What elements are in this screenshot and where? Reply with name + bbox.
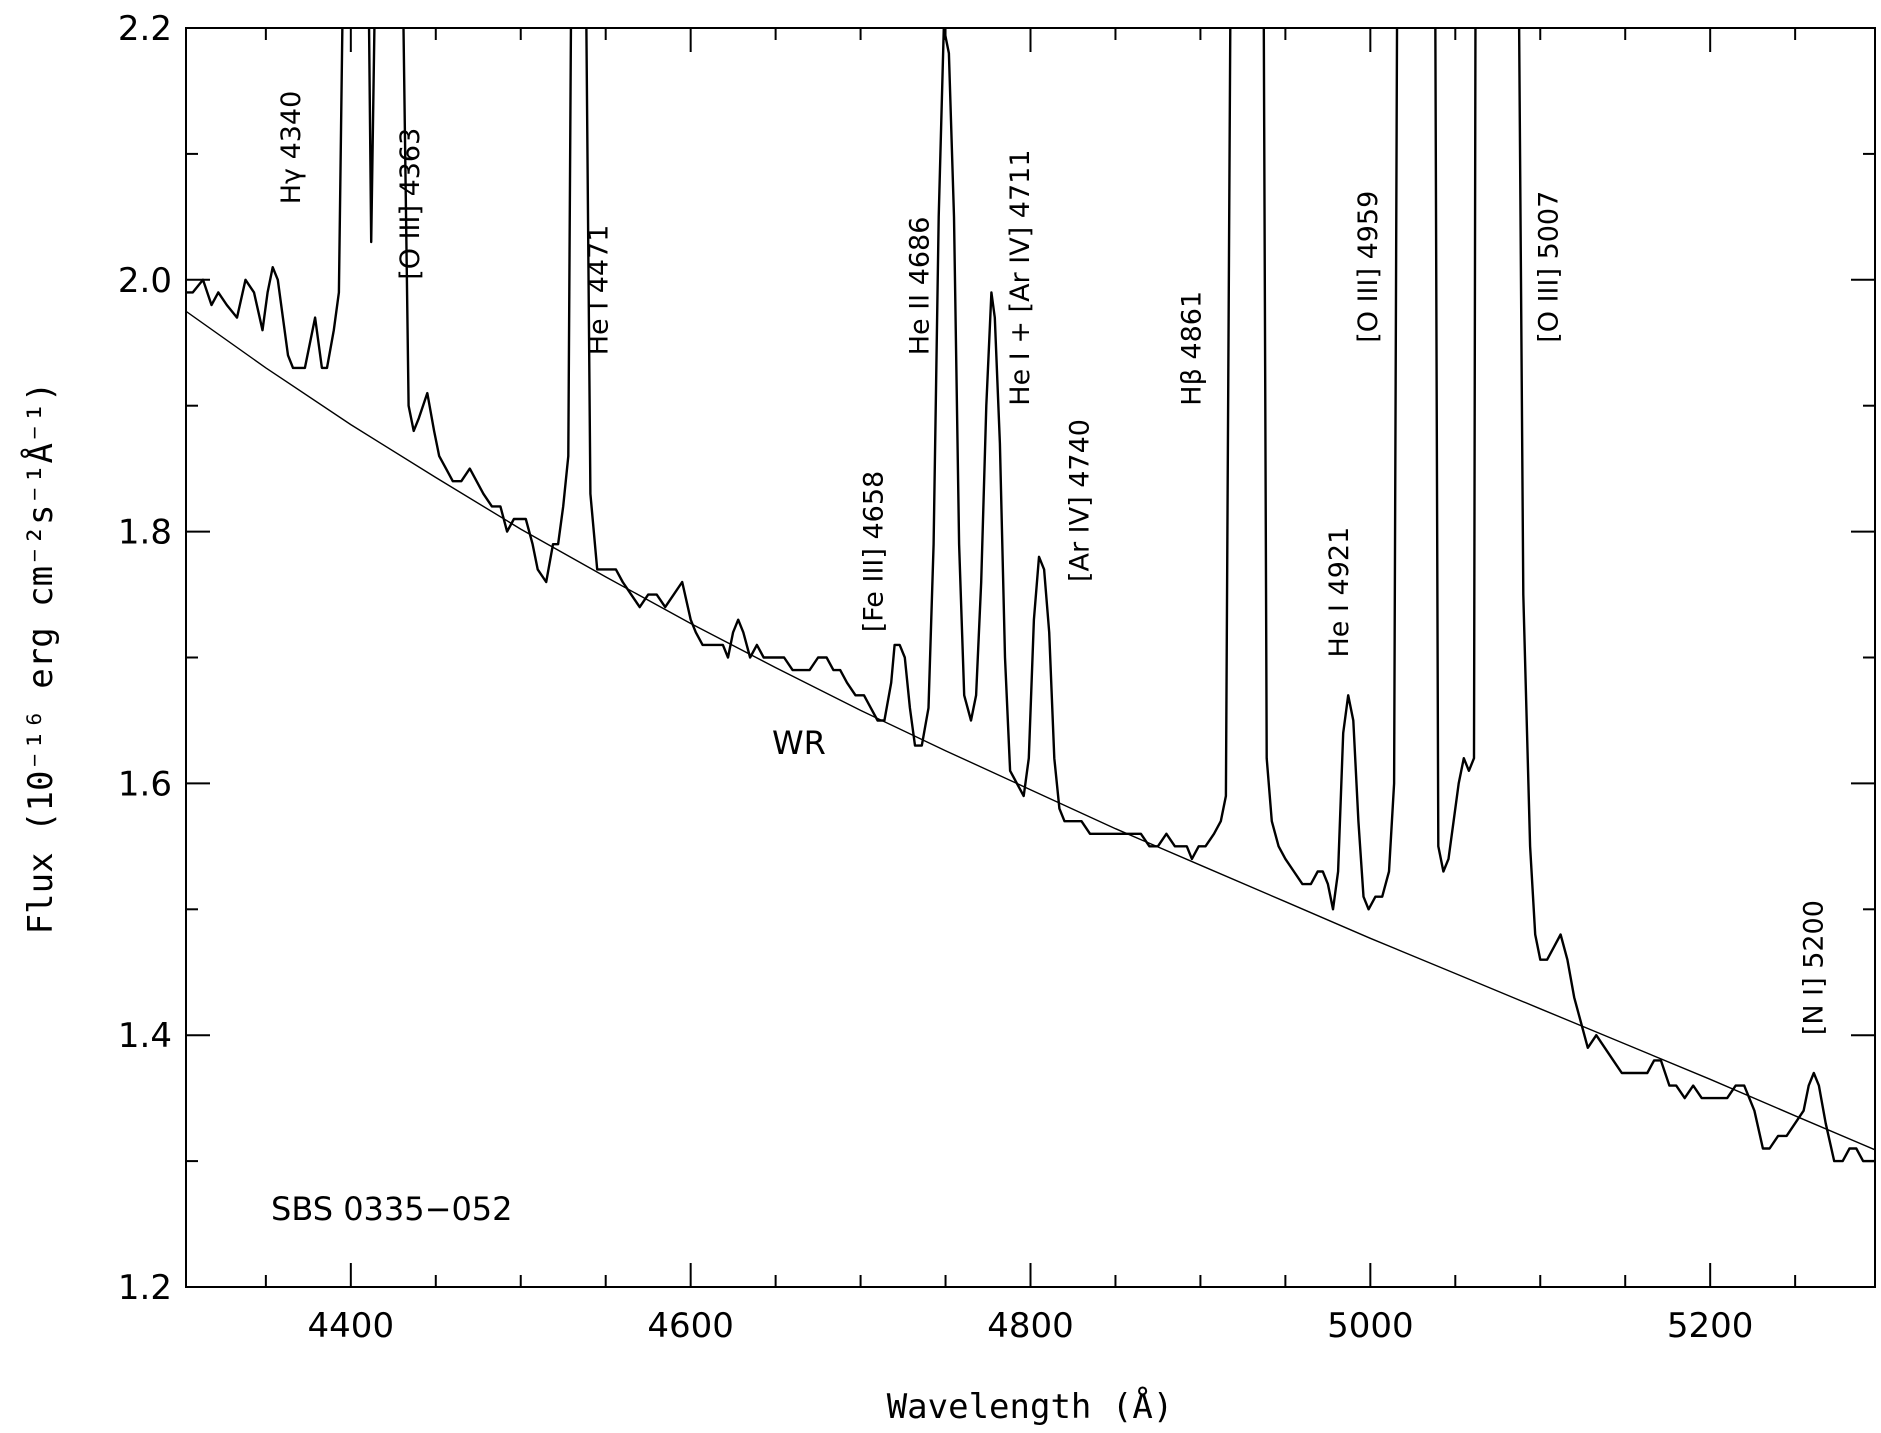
- wr-label: WR: [772, 724, 826, 762]
- x-tick-label: 4800: [987, 1306, 1074, 1346]
- emission-line-label: He II 4686: [905, 217, 936, 356]
- y-tick-label: 1.4: [118, 1016, 172, 1056]
- emission-line-label: He I 4471: [583, 225, 614, 356]
- y-tick-label: 2.2: [118, 9, 172, 49]
- emission-line-label: [Ar IV] 4740: [1064, 419, 1095, 582]
- plot-area: [186, 28, 1875, 1163]
- y-tick-label: 1.2: [118, 1268, 172, 1308]
- emission-line-label: Hβ 4861: [1176, 291, 1207, 406]
- emission-line-label: He I + [Ar IV] 4711: [1005, 149, 1036, 405]
- x-tick-label: 4600: [647, 1306, 734, 1346]
- emission-line-label: [O III] 5007: [1533, 191, 1564, 343]
- wr-continuum-curve: [186, 310, 1875, 1151]
- plot-frame: [185, 27, 1876, 1288]
- y-axis-ticks: 1.2 1.4 1.6 1.8 2.0 2.2: [118, 9, 1875, 1308]
- x-axis-title: Wavelength (Å): [887, 1386, 1174, 1427]
- x-tick-label: 5200: [1667, 1306, 1754, 1346]
- emission-line-label: [Fe III] 4658: [859, 471, 890, 633]
- spectrum-line: [186, 28, 1875, 1163]
- y-tick-label: 1.8: [118, 513, 172, 553]
- object-label: SBS 0335−052: [271, 1190, 513, 1228]
- x-axis-ticks: 4400 4600 4800 5000 5200: [264, 28, 1797, 1346]
- x-tick-label: 5000: [1327, 1306, 1414, 1346]
- y-axis-title: Flux (10⁻¹⁶ erg cm⁻²s⁻¹Å⁻¹): [20, 382, 61, 935]
- emission-line-label: [O III] 4363: [395, 128, 426, 280]
- y-tick-label: 2.0: [118, 261, 172, 301]
- emission-line-label: [N I] 5200: [1798, 900, 1829, 1035]
- y-tick-label: 1.6: [118, 764, 172, 804]
- emission-line-label: [O III] 4959: [1353, 191, 1384, 343]
- emission-line-labels: Hγ 4340 [O III] 4363 He I 4471 [Fe III] 465…: [276, 91, 1830, 1035]
- emission-line-label: He I 4921: [1324, 527, 1355, 658]
- emission-line-label: Hγ 4340: [276, 91, 307, 205]
- x-tick-label: 4400: [308, 1306, 395, 1346]
